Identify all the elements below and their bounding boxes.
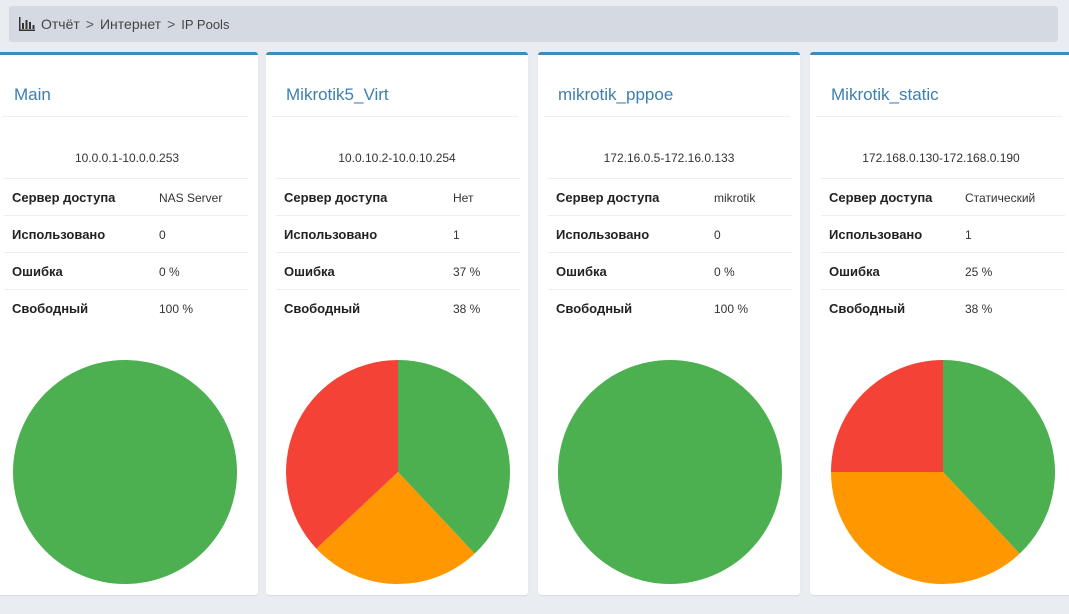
stat-row-used: Использовано 1 bbox=[821, 215, 1065, 252]
stat-value: NAS Server bbox=[159, 191, 223, 205]
pool-range: 10.0.0.1-10.0.0.253 bbox=[74, 151, 180, 165]
stat-label: Использовано bbox=[829, 227, 923, 242]
pool-title: Main bbox=[14, 85, 51, 104]
stat-value: 100 % bbox=[159, 302, 194, 316]
stat-value: 1 bbox=[965, 228, 972, 242]
stat-label: Свободный bbox=[829, 301, 906, 316]
stat-value: 0 % bbox=[159, 265, 180, 279]
divider bbox=[272, 116, 518, 117]
stat-value: 38 % bbox=[965, 302, 993, 316]
stat-label: Ошибка bbox=[556, 264, 607, 279]
stat-row-free: Свободный 100 % bbox=[548, 289, 792, 326]
stat-value: Статический bbox=[965, 191, 1036, 205]
breadcrumb-item-report[interactable]: Отчёт bbox=[41, 16, 80, 32]
stat-row-server: Сервер доступа Статический bbox=[821, 178, 1065, 215]
pie-slice-used bbox=[831, 472, 1020, 584]
stat-value: 38 % bbox=[453, 302, 481, 316]
stat-label: Сервер доступа bbox=[556, 190, 660, 205]
stat-label: Использовано bbox=[556, 227, 650, 242]
breadcrumb-item-ip-pools: IP Pools bbox=[181, 16, 230, 32]
stat-label: Использовано bbox=[284, 227, 378, 242]
breadcrumb-separator: > bbox=[167, 16, 176, 32]
stat-value: mikrotik bbox=[714, 191, 756, 205]
stat-label: Использовано bbox=[12, 227, 106, 242]
pie-slice-used bbox=[316, 472, 475, 584]
breadcrumb: Отчёт > Интернет > IP Pools bbox=[9, 6, 1058, 42]
usage-pie-chart bbox=[831, 360, 1055, 584]
stat-row-error: Ошибка 37 % bbox=[276, 252, 520, 289]
stat-label: Сервер доступа bbox=[829, 190, 933, 205]
pool-range: 10.0.10.2-10.0.10.254 bbox=[338, 151, 456, 165]
stat-row-error: Ошибка 0 % bbox=[4, 252, 248, 289]
stat-row-used: Использовано 1 bbox=[276, 215, 520, 252]
stat-value: Нет bbox=[453, 191, 474, 205]
stat-row-free: Свободный 38 % bbox=[821, 289, 1065, 326]
stat-row-free: Свободный 38 % bbox=[276, 289, 520, 326]
pool-range: 172.16.0.5-172.16.0.133 bbox=[603, 151, 735, 165]
stat-label: Ошибка bbox=[12, 264, 63, 279]
stat-value: 0 bbox=[159, 228, 166, 242]
stat-row-free: Свободный 100 % bbox=[4, 289, 248, 326]
stat-label: Свободный bbox=[12, 301, 89, 316]
pie-slice-free bbox=[13, 360, 237, 584]
usage-pie-chart bbox=[13, 360, 237, 584]
divider bbox=[544, 116, 790, 117]
pool-title: mikrotik_pppoe bbox=[558, 85, 674, 104]
pie-slice-error bbox=[831, 360, 943, 472]
stat-value: 100 % bbox=[714, 302, 749, 316]
pie-slice-free bbox=[398, 360, 511, 554]
stat-label: Сервер доступа bbox=[12, 190, 116, 205]
pool-range: 172.168.0.130-172.168.0.190 bbox=[862, 151, 1020, 165]
stat-row-server: Сервер доступа NAS Server bbox=[4, 178, 248, 215]
stat-label: Ошибка bbox=[284, 264, 335, 279]
divider bbox=[816, 116, 1062, 117]
stat-label: Ошибка bbox=[829, 264, 880, 279]
stat-value: 25 % bbox=[965, 265, 993, 279]
usage-pie-chart bbox=[558, 360, 782, 584]
stat-value: 37 % bbox=[453, 265, 481, 279]
pool-title: Mikrotik5_Virt bbox=[286, 85, 389, 104]
stat-label: Сервер доступа bbox=[284, 190, 388, 205]
pie-slice-free bbox=[943, 360, 1055, 554]
pool-card-mikrotik-static: Mikrotik_static 172.168.0.130-172.168.0.… bbox=[810, 52, 1069, 595]
stat-row-server: Сервер доступа Нет bbox=[276, 178, 520, 215]
usage-pie-chart bbox=[286, 360, 511, 584]
divider bbox=[2, 116, 248, 117]
pool-stats: Сервер доступа mikrotik Использовано 0 О… bbox=[548, 178, 792, 326]
stat-label: Свободный bbox=[284, 301, 361, 316]
pie-slice-free bbox=[558, 360, 782, 584]
stat-row-used: Использовано 0 bbox=[548, 215, 792, 252]
pool-card-main: Main 10.0.0.1-10.0.0.253 Сервер доступа … bbox=[0, 52, 258, 595]
stat-row-error: Ошибка 0 % bbox=[548, 252, 792, 289]
pool-card-mikrotik-pppoe: mikrotik_pppoe 172.16.0.5-172.16.0.133 С… bbox=[538, 52, 800, 595]
stat-value: 0 % bbox=[714, 265, 735, 279]
stat-row-error: Ошибка 25 % bbox=[821, 252, 1065, 289]
stat-row-server: Сервер доступа mikrotik bbox=[548, 178, 792, 215]
pool-title: Mikrotik_static bbox=[831, 85, 939, 104]
breadcrumb-item-internet[interactable]: Интернет bbox=[99, 16, 162, 32]
pie-slice-error bbox=[286, 360, 398, 549]
pool-card-mikrotik5-virt: Mikrotik5_Virt 10.0.10.2-10.0.10.254 Сер… bbox=[266, 52, 528, 595]
breadcrumb-separator: > bbox=[85, 16, 94, 32]
pool-stats: Сервер доступа Статический Использовано … bbox=[821, 178, 1065, 326]
stat-value: 0 bbox=[714, 228, 721, 242]
pool-stats: Сервер доступа Нет Использовано 1 Ошибка… bbox=[276, 178, 520, 326]
stat-row-used: Использовано 0 bbox=[4, 215, 248, 252]
pool-stats: Сервер доступа NAS Server Использовано 0… bbox=[4, 178, 248, 326]
stat-label: Свободный bbox=[556, 301, 633, 316]
bar-chart-icon bbox=[19, 17, 35, 31]
stat-value: 1 bbox=[453, 228, 460, 242]
